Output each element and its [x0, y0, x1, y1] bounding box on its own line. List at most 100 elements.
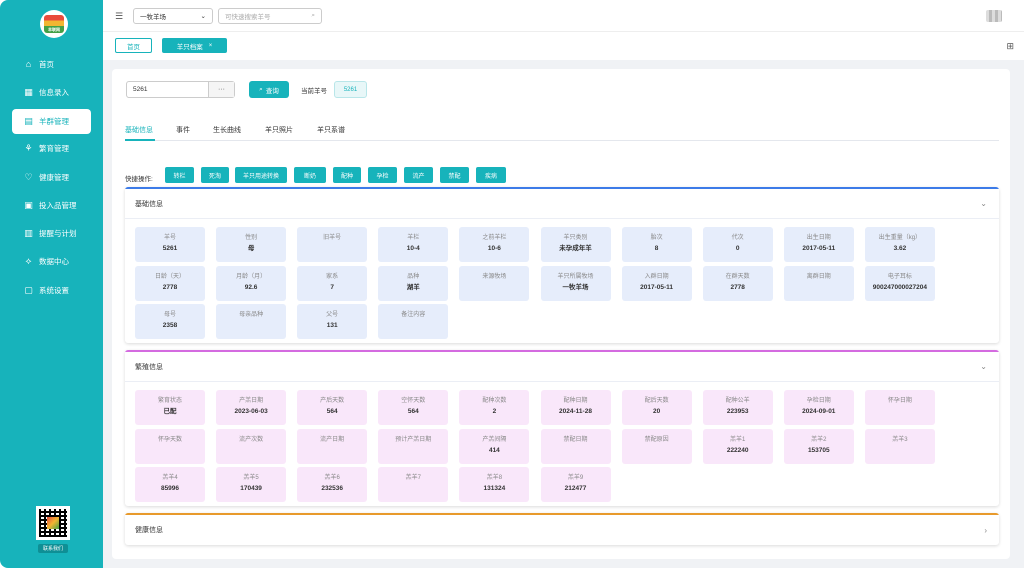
archive-card: 5261 ··· ⌕ 查询 当前羊号 5261 基础信息 事件 生长曲线 羊只照片 羊只…	[112, 69, 1010, 559]
breed-section-header[interactable]: 繁殖信息 ⌄	[125, 352, 999, 382]
avatar[interactable]	[986, 10, 1002, 22]
heart-icon: ♡	[24, 171, 33, 182]
farm-select-value: 一牧羊场	[140, 14, 166, 21]
basic-field: 羊只类别 未孕成年羊	[540, 227, 611, 262]
field-label: 备注内容	[401, 312, 426, 318]
field-label: 羔羊1	[730, 436, 746, 443]
quick-action-button[interactable]: 疾病	[476, 167, 506, 183]
health-section-header[interactable]: 健康信息 ›	[125, 515, 999, 545]
breed-field: 配种公羊 223953	[702, 390, 773, 425]
tab-2[interactable]: 生长曲线	[213, 127, 241, 134]
more-button[interactable]: ···	[208, 82, 234, 97]
sidebar-item-chart[interactable]: ⟡ 数据中心	[0, 248, 103, 276]
box-icon: ▣	[24, 199, 33, 210]
basic-field: 家系 7	[297, 265, 368, 301]
field-value: 8	[654, 245, 659, 252]
basic-section-header[interactable]: 基础信息 ⌄	[125, 189, 999, 219]
query-button[interactable]: ⌕ 查询	[249, 81, 289, 98]
field-label: 之前羊栏	[482, 235, 507, 241]
field-label: 羔羊5	[243, 475, 259, 481]
field-label: 羊号	[163, 235, 176, 241]
field-label: 品种	[407, 273, 420, 280]
search-icon: ⌕	[259, 85, 263, 93]
chevron-down-icon[interactable]: ⌄	[980, 362, 987, 371]
sidebar-item-sheep[interactable]: ▤ 羊群管理	[12, 108, 91, 134]
contact-us-button[interactable]: 联系我们	[38, 544, 68, 553]
breed-icon: ⚘	[24, 143, 33, 154]
close-icon[interactable]: ×	[208, 42, 213, 49]
sidebar-item-breed[interactable]: ⚘ 繁育管理	[0, 135, 103, 163]
field-value: 131	[326, 322, 338, 329]
field-value: 2024-09-01	[802, 408, 836, 415]
sidebar-item-label: 提醒与计划	[39, 229, 77, 239]
field-label: 出生重量（kg）	[878, 235, 922, 241]
sidebar-item-calendar[interactable]: ▥ 提醒与计划	[0, 219, 103, 247]
field-value: 2778	[730, 283, 745, 291]
tag-home-label: 首页	[127, 43, 140, 51]
quick-action-button[interactable]: 羊只用途转换	[235, 167, 287, 183]
field-label: 母号	[163, 312, 176, 318]
sidebar-item-label: 健康管理	[39, 172, 69, 182]
basic-section-title: 基础信息	[135, 200, 163, 208]
field-label: 来源牧场	[482, 273, 507, 280]
tag-home[interactable]: 首页	[115, 38, 152, 53]
tab-3[interactable]: 羊只照片	[265, 127, 293, 134]
sidebar-item-heart[interactable]: ♡ 健康管理	[0, 163, 103, 191]
sidebar-item-box[interactable]: ▣ 投入品管理	[0, 191, 103, 219]
current-id-badge: 5261	[334, 81, 367, 98]
breed-field: 怀孕天数	[135, 428, 205, 464]
sidebar-item-label: 羊群管理	[39, 116, 69, 126]
sidebar-item-settings[interactable]: ▢ 系统设置	[0, 276, 103, 304]
quick-action-button[interactable]: 转栏	[165, 167, 194, 183]
sidebar-nav: ⌂ 首页 ▦ 信息录入 ▤ 羊群管理 ⚘ 繁育管理 ♡ 健康管理 ▣ 投入品管理 ▥ 提醒与计划 ⟡ 数据中心…	[0, 50, 103, 304]
field-value: 131324	[483, 485, 506, 492]
field-value: 222240	[726, 446, 749, 454]
basic-field: 羊只所属牧场 一牧羊场	[540, 265, 611, 301]
tab-1[interactable]: 事件	[176, 127, 190, 134]
menu-fold-icon[interactable]: ☰	[115, 11, 124, 21]
field-label: 日龄（天）	[154, 273, 185, 280]
quick-action-button[interactable]: 孕检	[368, 167, 397, 183]
quick-action-button[interactable]: 断奶	[294, 167, 326, 183]
field-label: 羔羊8	[486, 475, 503, 481]
quick-action-button[interactable]: 配种	[333, 167, 361, 183]
basic-field: 胎次 8	[621, 227, 692, 262]
field-label: 繁育状态	[157, 398, 182, 404]
breed-field: 配种日期 2024-11-28	[540, 390, 611, 425]
quick-action-button[interactable]: 禁配	[440, 167, 469, 183]
quick-action-button[interactable]: 流产	[404, 167, 433, 183]
field-value: 232536	[321, 485, 344, 492]
current-id-label: 当前羊号	[301, 88, 327, 95]
chevron-down-icon[interactable]: ⌄	[980, 199, 987, 208]
logo-text: 羊联网	[48, 27, 60, 32]
sidebar-item-home[interactable]: ⌂ 首页	[0, 50, 103, 78]
breed-field: 羔羊9 212477	[540, 467, 611, 502]
sidebar-item-label: 投入品管理	[39, 200, 77, 210]
basic-field: 月龄（月） 92.6	[216, 265, 287, 301]
farm-select[interactable]: 一牧羊场 ⌄	[133, 8, 213, 24]
chevron-right-icon[interactable]: ›	[984, 525, 987, 535]
basic-field: 之前羊栏 10-6	[459, 227, 530, 262]
quick-action-button[interactable]: 死淘	[201, 167, 229, 183]
breed-field: 羔羊7	[378, 467, 449, 502]
tab-4[interactable]: 羊只系谱	[317, 127, 345, 134]
basic-field: 入群日期 2017-05-11	[621, 265, 692, 301]
field-value: 170439	[240, 485, 262, 492]
breed-field: 禁配原因	[621, 428, 692, 464]
search-icon[interactable]: ⌕	[311, 12, 315, 19]
health-section-accent	[125, 513, 999, 515]
breed-field: 流产日期	[297, 428, 368, 464]
chevron-down-icon: ⌄	[200, 13, 206, 20]
basic-field: 性别母	[216, 227, 287, 262]
basic-field: 来源牧场	[459, 265, 530, 301]
search-placeholder: 可快速搜索羊号	[225, 14, 271, 21]
tab-0[interactable]: 基础信息	[125, 127, 153, 134]
sheep-search-input[interactable]: 可快速搜索羊号 ⌕	[218, 8, 322, 24]
chart-icon: ⟡	[25, 256, 32, 267]
calendar-icon: ▥	[24, 228, 33, 239]
breed-field: 怀孕日期	[864, 390, 935, 425]
sheep-id-input[interactable]: 5261 ···	[126, 81, 235, 98]
sidebar-item-grid[interactable]: ▦ 信息录入	[0, 78, 103, 106]
layout-grid-icon[interactable]: ⊞	[1006, 41, 1014, 51]
tag-sheep-archive[interactable]: 羊只档案 ×	[162, 38, 227, 53]
